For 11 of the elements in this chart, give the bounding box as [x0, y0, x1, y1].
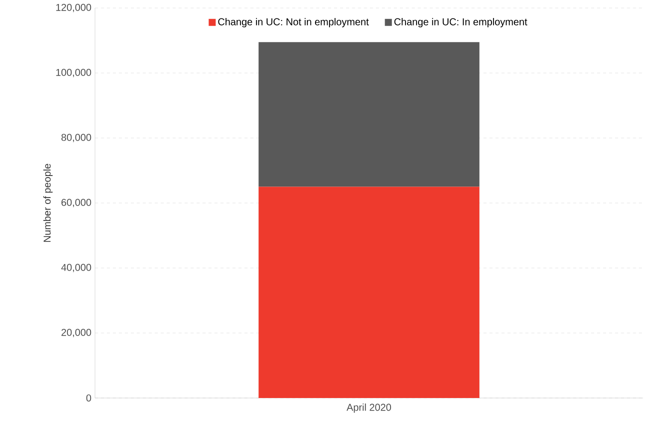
y-tick-label: 0 [86, 394, 92, 402]
y-tick-label: 20,000 [62, 328, 92, 338]
y-tick-label: 40,000 [61, 264, 92, 272]
legend-label: Change in UC: In employment [394, 18, 528, 28]
legend-label: Change in UC: Not in employment [218, 18, 369, 28]
x-tick-label: April 2020 [346, 404, 392, 413]
y-axis-title: Number of people [43, 164, 53, 242]
y-tick-label: 100,000 [56, 68, 92, 78]
y-tick-label: 120,000 [56, 4, 92, 12]
y-tick-label: 60,000 [62, 198, 92, 208]
y-tick-label: 80,000 [61, 134, 92, 142]
